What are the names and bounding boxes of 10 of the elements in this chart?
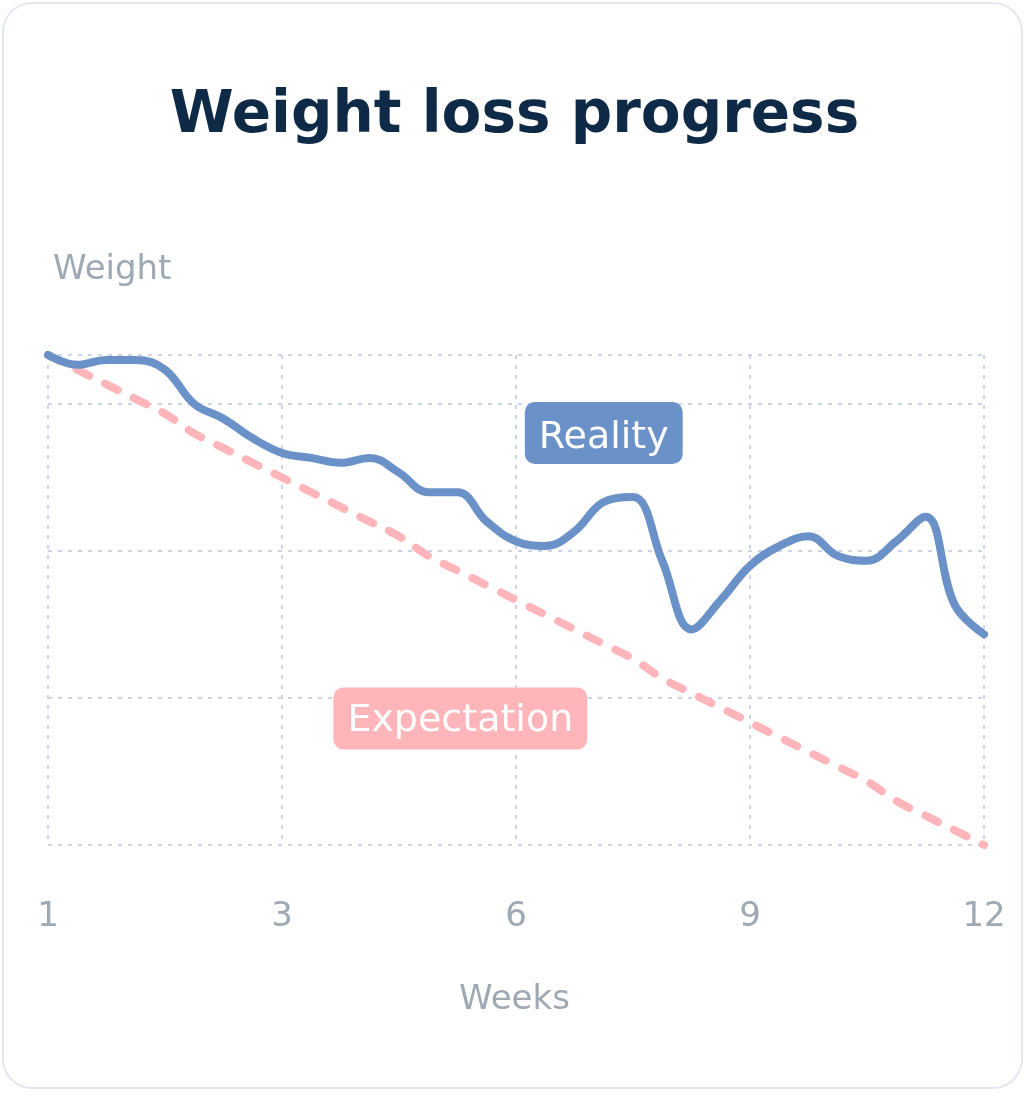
x-tick-label: 6 <box>505 894 527 934</box>
x-axis-title: Weeks <box>459 977 570 1017</box>
x-tick-label: 9 <box>739 894 761 934</box>
x-tick-label: 1 <box>37 894 59 934</box>
chart-title: Weight loss progress <box>169 78 860 146</box>
y-axis-title: Weight <box>53 247 172 287</box>
x-tick-label: 3 <box>271 894 293 934</box>
series-label: Reality <box>538 413 669 457</box>
x-tick-label: 12 <box>962 894 1006 934</box>
series-label: Expectation <box>347 696 574 741</box>
